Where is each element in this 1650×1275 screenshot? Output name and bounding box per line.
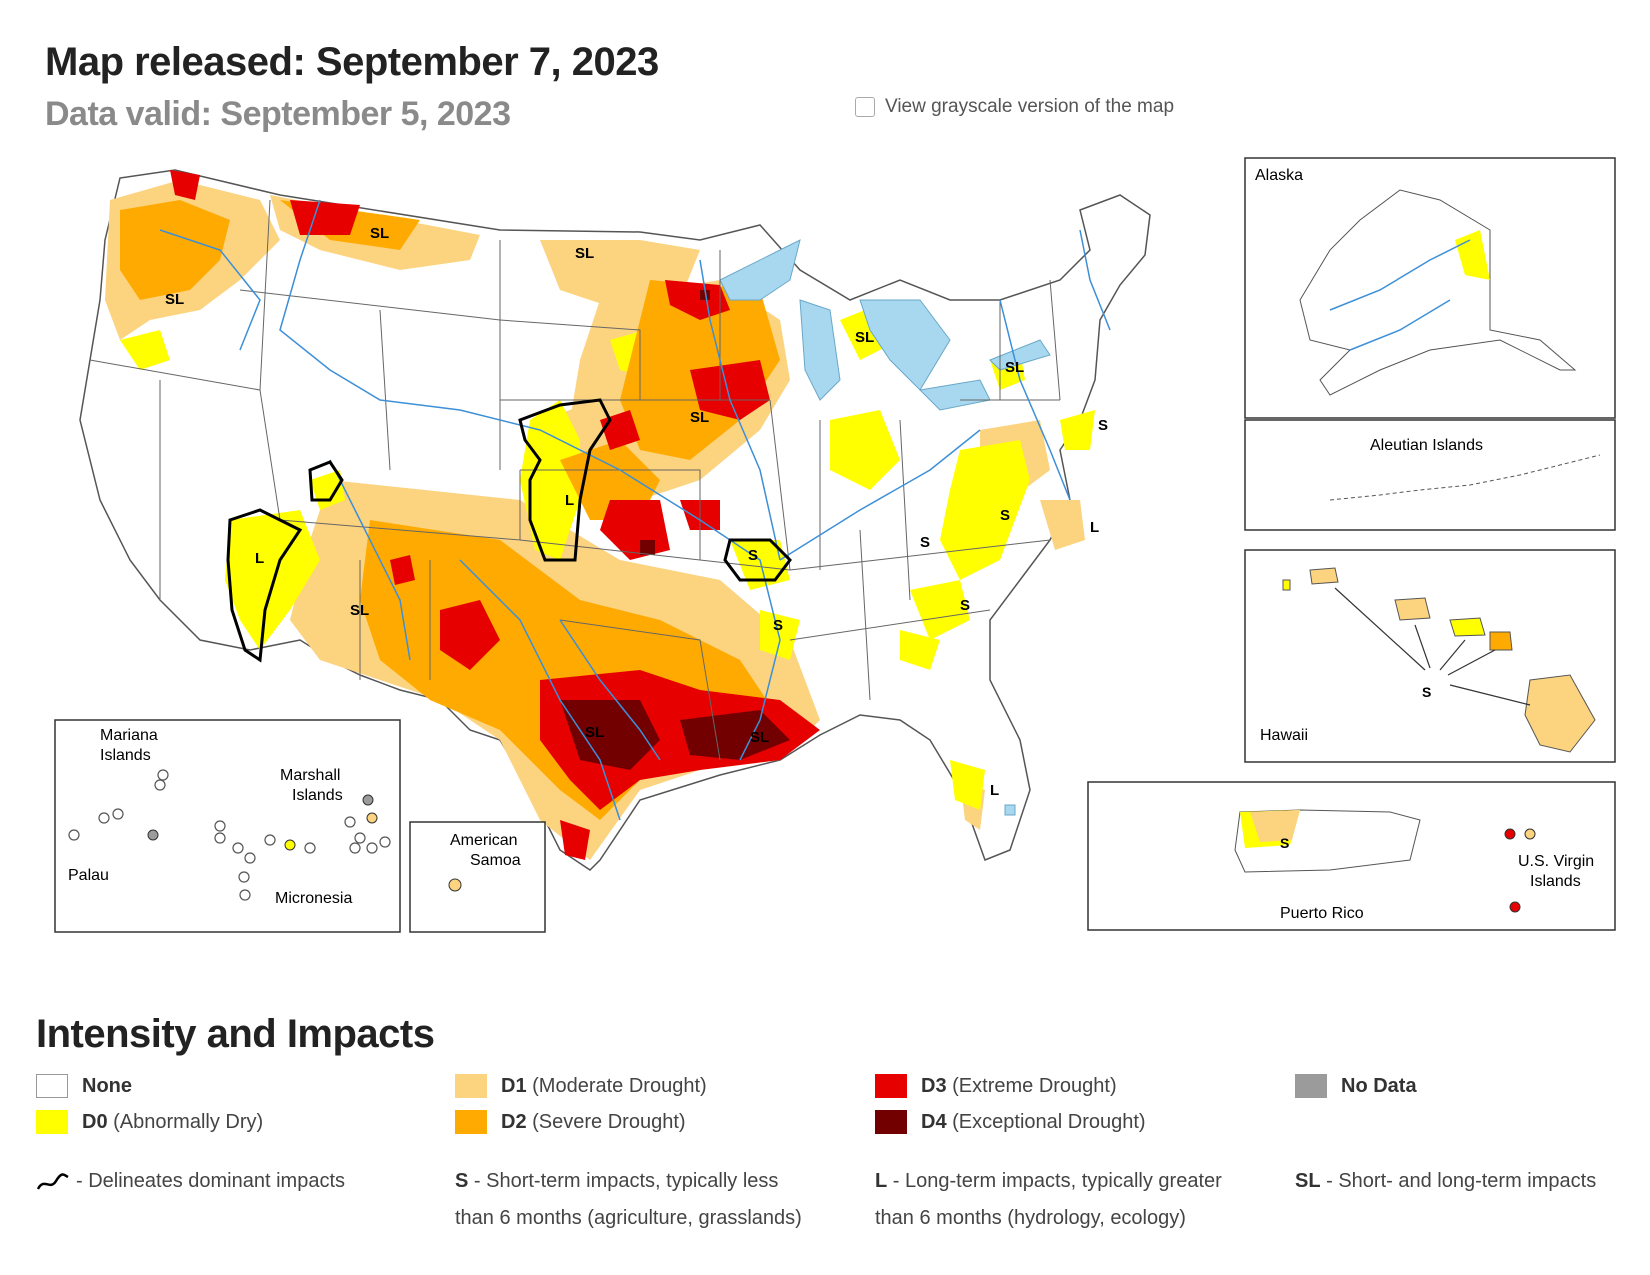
legend-d0-desc: (Abnormally Dry) <box>113 1110 264 1133</box>
alaska-outline <box>1299 189 1577 396</box>
legend-d4-code: D4 <box>921 1110 947 1133</box>
impact-label: SL <box>575 245 594 262</box>
impact-label: S <box>920 534 930 551</box>
usvi-label-1: U.S. Virgin <box>1518 853 1594 870</box>
legend-d4-desc: (Exceptional Drought) <box>952 1110 1146 1133</box>
impact-label: SL <box>690 409 709 426</box>
impact-s-text-2: than 6 months (agriculture, grasslands) <box>455 1207 802 1229</box>
rivers <box>159 199 1111 821</box>
impact-label: L <box>565 492 574 509</box>
impact-s-key: S - Short-term impacts, typically less t… <box>455 1163 802 1237</box>
grayscale-toggle-label: View grayscale version of the map <box>885 96 1175 117</box>
grayscale-checkbox[interactable] <box>855 97 875 117</box>
alaska-label: Alaska <box>1255 167 1303 184</box>
impact-label: SL <box>1005 359 1024 376</box>
legend-d3-desc: (Extreme Drought) <box>952 1074 1117 1097</box>
hawaii-label: Hawaii <box>1260 727 1308 744</box>
impact-label: S <box>1422 684 1431 700</box>
aleutian-label: Aleutian Islands <box>1370 437 1483 454</box>
impact-line-text: - Delineates dominant impacts <box>76 1170 346 1192</box>
impact-label: S <box>1000 507 1010 524</box>
legend-d1-code: D1 <box>501 1074 527 1097</box>
hawaii-inset: Hawaii S <box>1244 549 1616 763</box>
impact-label: SL <box>750 729 769 746</box>
swatch-none <box>36 1074 68 1098</box>
marshall-label-1: Marshall <box>280 767 340 784</box>
d4-areas <box>560 290 790 770</box>
impact-l-text-2: than 6 months (hydrology, ecology) <box>875 1207 1186 1229</box>
impact-s-code: S <box>455 1170 469 1192</box>
impact-labels: SL SL SL SL SL SL SL SL SL L L L L S S S… <box>165 225 1108 799</box>
swatch-d2 <box>455 1110 487 1134</box>
impact-label: SL <box>855 329 874 346</box>
data-valid-subtitle: Data valid: September 5, 2023 <box>45 95 511 133</box>
mariana-label-2: Islands <box>100 747 151 764</box>
conus-map: SL SL SL SL SL SL SL SL SL L L L L S S S… <box>79 169 1151 871</box>
impact-label: L <box>255 550 264 567</box>
impact-label: S <box>1280 835 1289 851</box>
swatch-no-data <box>1295 1074 1327 1098</box>
marshall-label-2: Islands <box>292 787 343 804</box>
great-lakes <box>719 239 1051 816</box>
legend-d2: D2 (Severe Drought) <box>455 1110 686 1134</box>
legend-title: Intensity and Impacts <box>36 1012 435 1056</box>
impact-label: SL <box>585 724 604 741</box>
impact-label: L <box>1090 519 1099 536</box>
impact-label: SL <box>370 225 389 242</box>
legend-d3-code: D3 <box>921 1074 947 1097</box>
grayscale-toggle[interactable]: View grayscale version of the map <box>855 96 1174 118</box>
legend-d1-desc: (Moderate Drought) <box>532 1074 707 1097</box>
swatch-d3 <box>875 1074 907 1098</box>
puerto-rico-label: Puerto Rico <box>1280 905 1364 922</box>
samoa-label-2: Samoa <box>470 852 521 869</box>
samoa-label-1: American <box>450 832 518 849</box>
swatch-d1 <box>455 1074 487 1098</box>
swatch-d0 <box>36 1110 68 1134</box>
impact-label: L <box>990 782 999 799</box>
micronesia-label: Micronesia <box>275 890 352 907</box>
usvi-label-2: Islands <box>1530 873 1581 890</box>
impact-l-text-1: - Long-term impacts, typically greater <box>887 1170 1222 1192</box>
legend-d3: D3 (Extreme Drought) <box>875 1074 1117 1098</box>
impact-label: SL <box>350 602 369 619</box>
alaska-inset: Alaska <box>1244 157 1616 419</box>
legend-no-data-label: No Data <box>1341 1074 1417 1097</box>
impact-lines <box>226 398 792 663</box>
impact-line-key: - Delineates dominant impacts <box>36 1163 345 1200</box>
impact-label: S <box>773 617 783 634</box>
impact-label: SL <box>165 291 184 308</box>
legend-none-label: None <box>82 1074 132 1097</box>
legend-d0: D0 (Abnormally Dry) <box>36 1110 263 1134</box>
legend-d2-desc: (Severe Drought) <box>532 1110 686 1133</box>
impact-sl-code: SL <box>1295 1170 1321 1192</box>
map-released-title: Map released: September 7, 2023 <box>45 40 659 84</box>
legend-none: None <box>36 1074 132 1098</box>
impact-label: S <box>1098 417 1108 434</box>
mariana-label-1: Mariana <box>100 727 158 744</box>
impact-sl-key: SL - Short- and long-term impacts <box>1295 1163 1596 1200</box>
state-borders <box>89 199 1061 761</box>
puerto-rico-inset: S Puerto Rico U.S. Virgin Islands <box>1087 781 1616 931</box>
legend-d4: D4 (Exceptional Drought) <box>875 1110 1146 1134</box>
aleutian-inset: Aleutian Islands <box>1244 419 1616 531</box>
impact-label: S <box>960 597 970 614</box>
impact-line-icon <box>36 1172 69 1190</box>
impact-label: S <box>748 547 758 564</box>
legend-d0-code: D0 <box>82 1110 108 1133</box>
legend-no-data: No Data <box>1295 1074 1417 1098</box>
impact-sl-text: - Short- and long-term impacts <box>1320 1170 1597 1192</box>
palau-label: Palau <box>68 867 109 884</box>
impact-s-text-1: - Short-term impacts, typically less <box>468 1170 779 1192</box>
american-samoa-inset: American Samoa <box>409 821 546 933</box>
swatch-d4 <box>875 1110 907 1134</box>
pacific-inset: Mariana Islands Marshall Islands Palau M… <box>54 719 401 933</box>
legend-d2-code: D2 <box>501 1110 527 1133</box>
impact-l-code: L <box>875 1170 888 1192</box>
impact-l-key: L - Long-term impacts, typically greater… <box>875 1163 1222 1237</box>
legend-d1: D1 (Moderate Drought) <box>455 1074 707 1098</box>
